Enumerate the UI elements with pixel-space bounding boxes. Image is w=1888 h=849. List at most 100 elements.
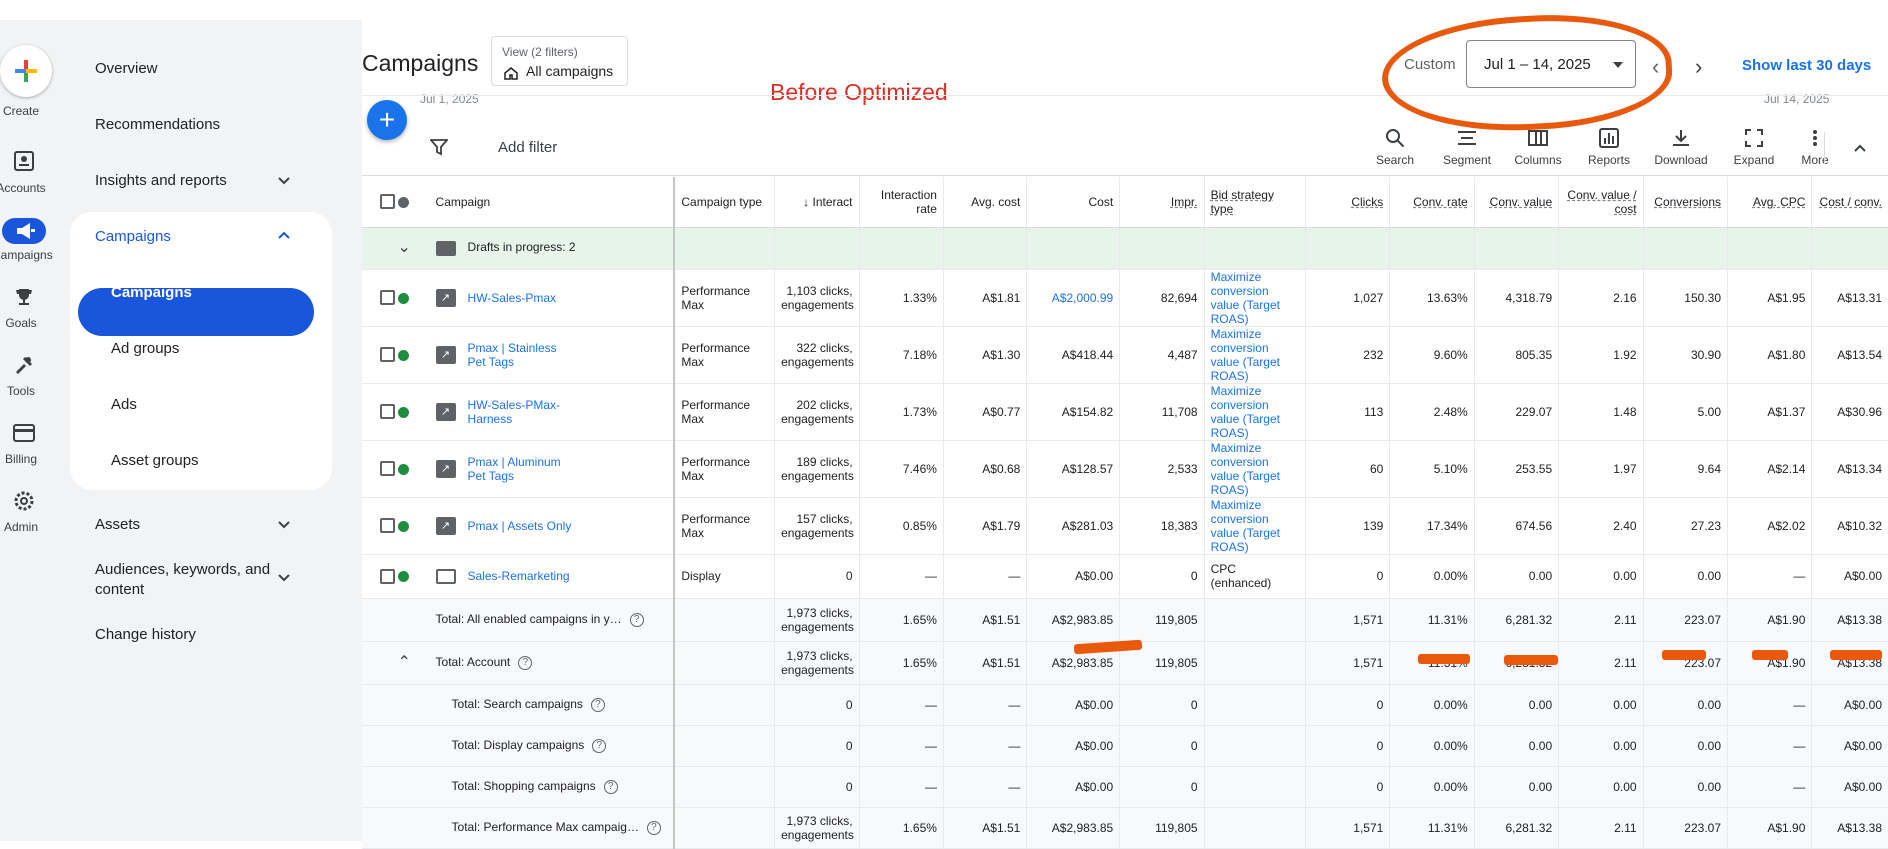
row-checkbox-cell[interactable] — [362, 497, 395, 555]
drafts-expand-cell[interactable]: ⌄ — [391, 227, 430, 270]
col-campaign-type[interactable]: Campaign type — [673, 177, 775, 228]
col-bid-strategy[interactable]: Bid strategy type — [1203, 177, 1306, 228]
chevron-down-icon[interactable] — [276, 173, 292, 189]
nav-campaigns-section[interactable]: Campaigns — [95, 228, 171, 245]
table-row[interactable]: ↗ HW-Sales-Pmax Performance Max 1,103 click… — [362, 269, 1888, 327]
row-checkbox[interactable] — [380, 290, 395, 306]
row-checkbox[interactable] — [380, 568, 395, 584]
chevron-up-icon[interactable] — [276, 227, 292, 243]
row-checkbox[interactable] — [380, 347, 395, 363]
nav-sub-ads[interactable]: Ads — [111, 396, 137, 413]
toolbar-reports[interactable]: Reports — [1576, 128, 1642, 167]
bid-strategy[interactable]: Maximize conversion value (Target ROAS) — [1203, 440, 1306, 498]
col-conv-rate[interactable]: Conv. rate — [1389, 177, 1475, 228]
chevron-down-icon[interactable] — [276, 517, 292, 533]
help-icon[interactable]: ? — [646, 820, 661, 835]
row-checkbox-cell[interactable] — [362, 440, 395, 498]
col-conversions[interactable]: Conversions — [1642, 177, 1728, 228]
filter-icon[interactable] — [430, 138, 448, 156]
nav-audiences[interactable]: Audiences, keywords, and content — [95, 561, 271, 598]
tools-icon[interactable] — [10, 354, 38, 376]
row-checkbox-cell[interactable] — [362, 383, 395, 441]
nav-insights[interactable]: Insights and reports — [95, 172, 227, 189]
chevron-up-icon[interactable]: ⌃ — [397, 653, 411, 671]
toolbar-search[interactable]: Search — [1362, 128, 1428, 167]
campaign-name-cell[interactable]: ↗ Pmax | Stainless Pet Tags — [429, 326, 675, 384]
row-checkbox[interactable] — [380, 461, 395, 477]
col-clicks[interactable]: Clicks — [1304, 177, 1390, 228]
campaign-name-link[interactable]: Pmax | Assets Only — [467, 518, 572, 533]
rail-item-campaigns[interactable]: Campaigns — [0, 248, 53, 262]
col-interaction-rate[interactable]: Interaction rate — [858, 177, 944, 228]
row-checkbox-cell[interactable] — [362, 326, 395, 384]
chevron-left-icon[interactable]: ‹ — [1652, 54, 1660, 79]
toolbar-segment[interactable]: Segment — [1434, 128, 1500, 167]
toolbar-expand[interactable]: Expand — [1721, 128, 1787, 167]
row-checkbox-cell[interactable] — [362, 554, 395, 599]
col-avg-cost[interactable]: Avg. cost — [942, 177, 1027, 228]
col-impr[interactable]: Impr. — [1119, 177, 1205, 228]
row-checkbox[interactable] — [380, 404, 395, 420]
col-cost[interactable]: Cost — [1026, 177, 1120, 228]
total-expand-cell[interactable]: ⌃ — [391, 641, 430, 685]
rail-item-goals[interactable]: Goals — [5, 316, 37, 330]
help-icon[interactable]: ? — [518, 655, 533, 670]
row-checkbox-cell[interactable] — [362, 269, 395, 327]
col-conv-value-cost[interactable]: Conv. value / cost — [1558, 177, 1644, 228]
col-interactions[interactable]: ↓ Interact — [774, 177, 860, 228]
nav-sub-asset-groups[interactable]: Asset groups — [111, 452, 199, 469]
view-selector[interactable]: View (2 filters) All campaigns — [491, 36, 628, 86]
drafts-row[interactable]: ⌄ Drafts in progress: 2 — [362, 227, 1888, 270]
campaign-name-link[interactable]: HW-Sales-Pmax — [467, 290, 556, 305]
campaign-name-cell[interactable]: ↗ HW-Sales-PMax-Harness — [429, 383, 675, 441]
nav-assets[interactable]: Assets — [95, 516, 141, 533]
cost[interactable]: A$2,000.99 — [1026, 269, 1120, 327]
show-last-30-days-link[interactable]: Show last 30 days — [1742, 57, 1872, 74]
rail-item-tools[interactable]: Tools — [6, 384, 35, 398]
col-avg-cpc[interactable]: Avg. CPC — [1726, 177, 1812, 228]
table-row[interactable]: ↗ Pmax | Assets Only Performance Max 157 cl… — [362, 497, 1888, 555]
bid-strategy[interactable]: Maximize conversion value (Target ROAS) — [1203, 383, 1306, 441]
rail-item-accounts[interactable]: Accounts — [0, 181, 46, 195]
help-icon[interactable]: ? — [629, 612, 644, 627]
table-row[interactable]: ↗ Pmax | Aluminum Pet Tags Performance Max… — [362, 440, 1888, 498]
campaign-name-cell[interactable]: ↗ HW-Sales-Pmax — [429, 269, 675, 327]
select-all-checkbox[interactable] — [380, 194, 395, 210]
chevron-up-icon[interactable] — [1852, 140, 1868, 156]
help-icon[interactable]: ? — [592, 738, 607, 753]
add-filter-button[interactable]: Add filter — [498, 139, 558, 156]
nav-recommendations[interactable]: Recommendations — [95, 116, 221, 133]
nav-overview[interactable]: Overview — [95, 60, 158, 77]
trophy-icon[interactable] — [10, 286, 38, 308]
col-cost-conv[interactable]: Cost / conv. — [1811, 177, 1888, 228]
rail-item-billing[interactable]: Billing — [4, 452, 37, 466]
rail-item-admin[interactable]: Admin — [3, 520, 38, 534]
create-button[interactable] — [0, 45, 52, 97]
nav-change-history[interactable]: Change history — [95, 626, 196, 643]
campaign-name-cell[interactable]: ↗ Pmax | Aluminum Pet Tags — [429, 440, 675, 498]
campaign-name-link[interactable]: HW-Sales-PMax-Harness — [467, 397, 560, 426]
bid-strategy[interactable]: Maximize conversion value (Target ROAS) — [1203, 497, 1306, 555]
bid-strategy[interactable]: Maximize conversion value (Target ROAS) — [1203, 269, 1306, 327]
toolbar-download[interactable]: Download — [1648, 128, 1714, 167]
campaign-name-link[interactable]: Sales-Remarketing — [467, 569, 570, 584]
campaign-name-link[interactable]: Pmax | Aluminum Pet Tags — [467, 454, 561, 483]
toolbar-more[interactable]: More — [1782, 128, 1848, 167]
help-icon[interactable]: ? — [603, 779, 618, 794]
table-row[interactable]: ↗ Pmax | Stainless Pet Tags Performance Ma… — [362, 326, 1888, 384]
campaign-name-link[interactable]: Pmax | Stainless Pet Tags — [467, 340, 557, 369]
date-range-picker[interactable]: Jul 1 – 14, 2025 — [1466, 40, 1636, 88]
accounts-icon[interactable] — [10, 150, 38, 172]
table-row[interactable]: Sales-Remarketing Display 0— — A$0.00 0 CPC (e… — [362, 554, 1888, 599]
megaphone-icon[interactable] — [12, 220, 40, 242]
add-campaign-fab[interactable]: + — [367, 100, 407, 140]
toolbar-columns[interactable]: Columns — [1505, 128, 1571, 167]
row-checkbox[interactable] — [380, 518, 395, 534]
campaign-name-cell[interactable]: Sales-Remarketing — [429, 554, 675, 599]
campaign-name-cell[interactable]: ↗ Pmax | Assets Only — [429, 497, 675, 555]
bid-strategy[interactable]: Maximize conversion value (Target ROAS) — [1203, 326, 1306, 384]
nav-sub-campaigns[interactable]: Campaigns — [111, 284, 192, 301]
nav-sub-active[interactable] — [78, 288, 314, 336]
gear-icon[interactable] — [10, 490, 38, 512]
chevron-down-icon[interactable] — [276, 570, 292, 586]
